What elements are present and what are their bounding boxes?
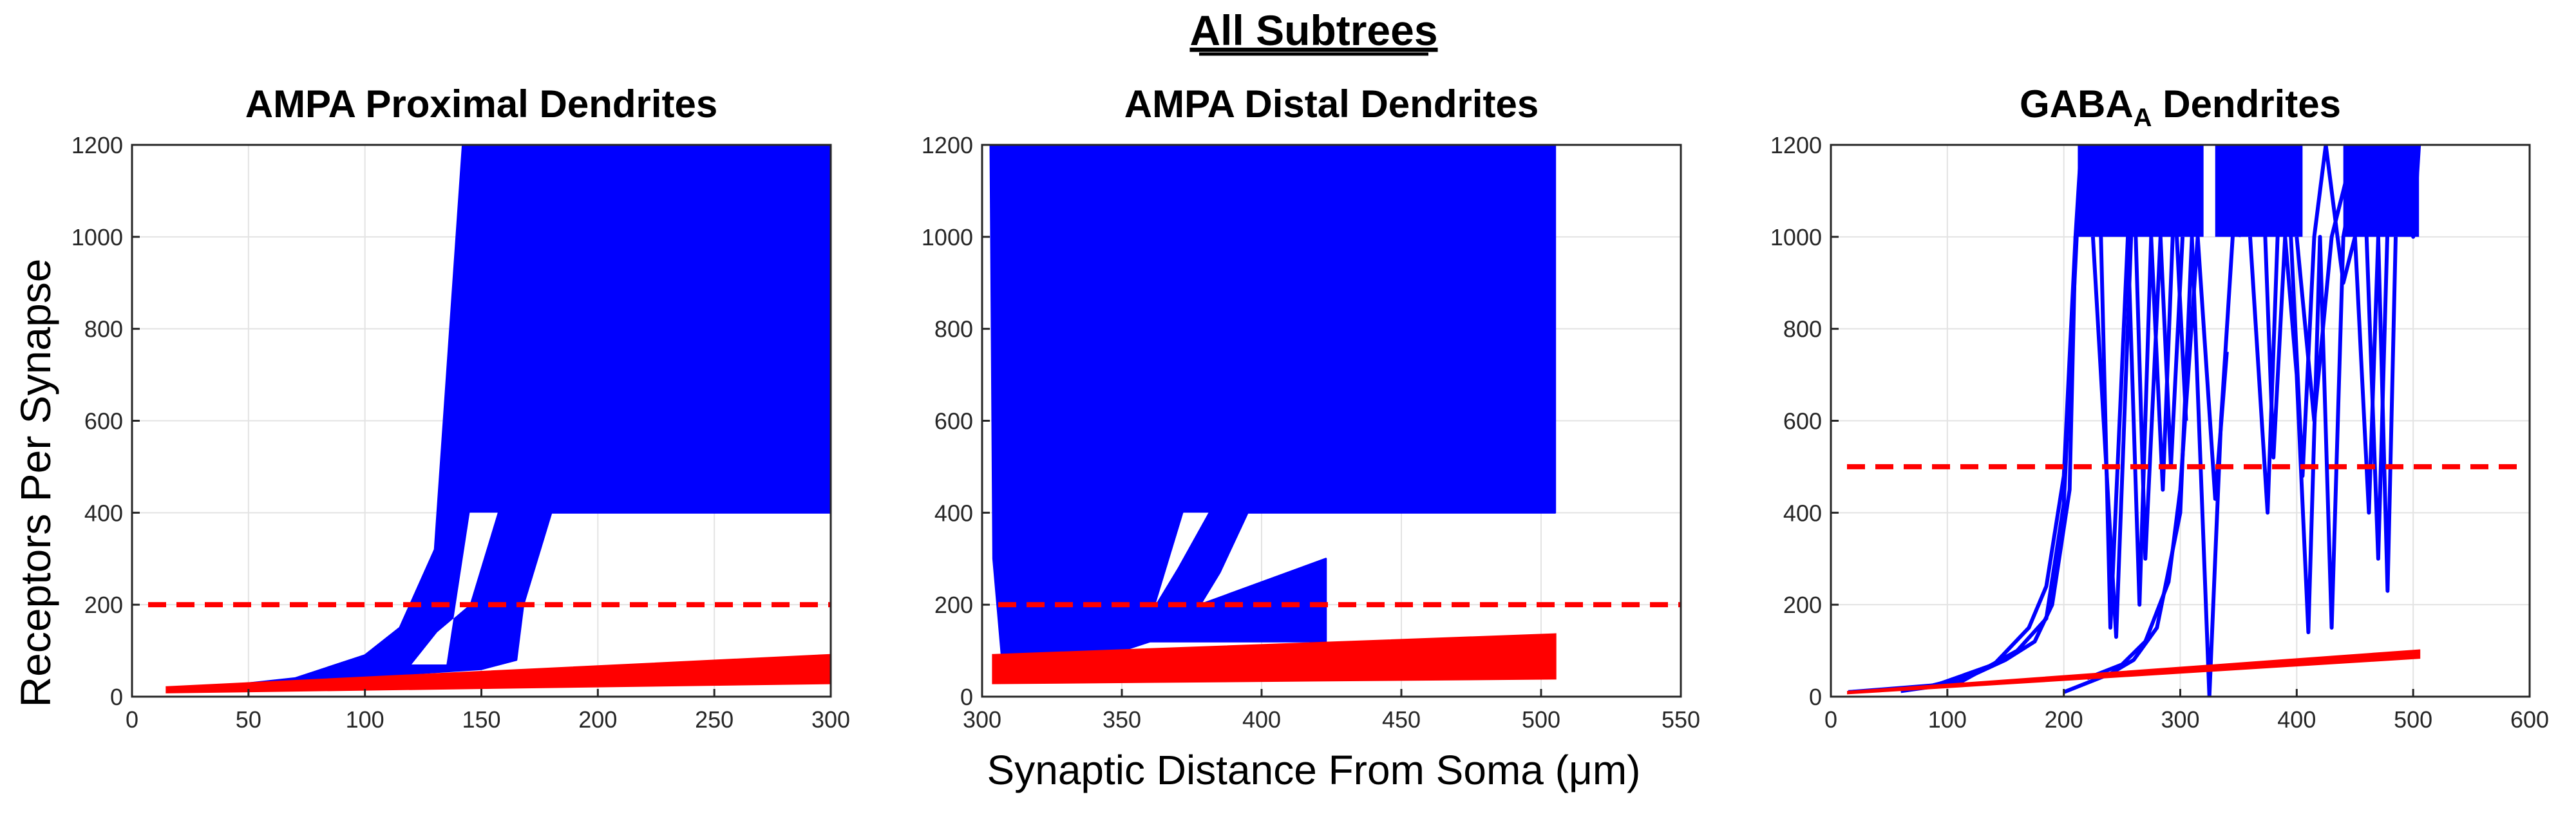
red-series-band [1847, 649, 2421, 695]
y-tick-label: 600 [1783, 408, 1822, 435]
blue-series-line [2248, 145, 2398, 593]
blue-band-gap [1155, 513, 1209, 605]
plot-content [989, 145, 1557, 684]
y-tick-label: 800 [84, 316, 123, 343]
x-tick-label: 450 [1382, 706, 1421, 733]
y-tick-label: 200 [934, 592, 973, 618]
x-tick-label: 0 [1824, 706, 1837, 733]
panel-title: AMPA Proximal Dendrites [245, 82, 718, 126]
panel-title-main: GABA [2020, 82, 2134, 126]
x-tick-label: 250 [695, 706, 734, 733]
y-tick-label: 400 [1783, 500, 1822, 526]
x-tick-label: 400 [1242, 706, 1281, 733]
blue-series-line [2063, 145, 2252, 697]
blue-series-line [2086, 234, 2229, 681]
y-tick-label: 0 [110, 684, 123, 710]
blue-series-line [2073, 145, 2188, 630]
x-tick-label: 500 [2394, 706, 2432, 733]
y-tick-label: 200 [84, 592, 123, 618]
panel-gaba-a: 0 100 200 300 400 500 600 0 200 400 600 800 1000 1200… [1770, 82, 2549, 733]
y-tick-label: 1200 [922, 132, 973, 158]
y-tick-label: 1000 [922, 224, 973, 250]
figure-ylabel: Receptors Per Synapse [12, 258, 59, 707]
y-tick-label: 1000 [71, 224, 123, 250]
x-tick-label: 350 [1103, 706, 1141, 733]
y-tick-label: 200 [1783, 592, 1822, 618]
blue-series-band [166, 145, 831, 693]
y-tick-label: 1200 [71, 132, 123, 158]
x-tick-label: 200 [578, 706, 617, 733]
panel-title-main: AMPA Distal Dendrites [1124, 82, 1539, 126]
y-tick-label: 800 [1783, 316, 1822, 343]
panel-ampa-distal: 300 350 400 450 500 550 0 200 400 600 800 1000 1200 A… [922, 82, 1700, 733]
y-tick-label: 800 [934, 316, 973, 343]
x-tick-label: 300 [811, 706, 850, 733]
panel-title-main: AMPA Proximal Dendrites [245, 82, 718, 126]
plot-content [166, 145, 831, 693]
y-tick-label: 0 [1809, 684, 1822, 710]
panel-ampa-proximal: 0 50 100 150 200 250 300 0 200 400 600 800 1000 1200 A… [71, 82, 850, 733]
panel-title-subscript: A [2134, 104, 2152, 132]
x-tick-label: 200 [2045, 706, 2083, 733]
y-tick-label: 600 [84, 408, 123, 435]
x-tick-label: 100 [346, 706, 384, 733]
red-series-band [992, 633, 1557, 684]
x-tick-label: 50 [236, 706, 261, 733]
plot-content [1847, 145, 2421, 697]
panel-title: GABAA Dendrites [2020, 82, 2341, 132]
figure-xlabel: Synaptic Distance From Soma (μm) [987, 747, 1641, 793]
panel-title: AMPA Distal Dendrites [1124, 82, 1539, 126]
y-tick-label: 0 [960, 684, 973, 710]
x-tick-label: 550 [1662, 706, 1700, 733]
x-tick-label: 300 [2161, 706, 2199, 733]
y-tick-label: 600 [934, 408, 973, 435]
x-tick-label: 500 [1522, 706, 1560, 733]
figure-suptitle: All Subtrees [1189, 6, 1437, 54]
y-tick-label: 400 [934, 500, 973, 526]
panel-title-suffix: Dendrites [2152, 82, 2341, 126]
blue-band-gap [412, 513, 498, 664]
x-tick-label: 600 [2510, 706, 2549, 733]
x-tick-label: 100 [1928, 706, 1967, 733]
blue-series-line [2236, 145, 2363, 634]
y-tick-label: 1000 [1770, 224, 1822, 250]
blue-series-line [2295, 145, 2421, 561]
x-tick-label: 300 [963, 706, 1001, 733]
y-tick-label: 400 [84, 500, 123, 526]
x-tick-label: 400 [2277, 706, 2316, 733]
red-series-band [166, 654, 831, 693]
x-tick-label: 150 [462, 706, 500, 733]
x-tick-label: 0 [126, 706, 138, 733]
y-tick-label: 1200 [1770, 132, 1822, 158]
